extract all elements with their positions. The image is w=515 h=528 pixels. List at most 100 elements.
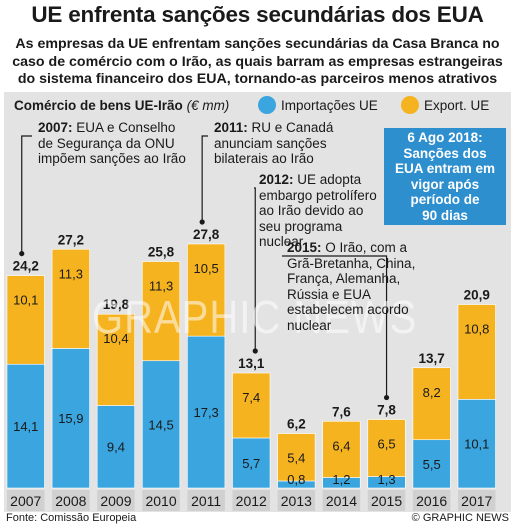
leader-line-2011: [201, 135, 208, 222]
tick-label-2008: 2008: [55, 493, 86, 509]
legend-imports: Importações UE: [258, 96, 378, 114]
tick-label-2015: 2015: [371, 493, 402, 509]
tick-label-2010: 2010: [145, 493, 176, 509]
label-imports-2016: 5,5: [423, 457, 441, 472]
bar-imports-2016: [412, 439, 451, 489]
note-2012-year: 2012:: [259, 172, 294, 187]
note-2015-text: O Irão, com a Grã-Bretanha, China, Franç…: [287, 240, 416, 333]
label-total-2009: 19,8: [103, 297, 130, 312]
label-total-2014: 7,6: [332, 404, 351, 419]
note-2007-year: 2007:: [38, 120, 73, 135]
bar-exports-2011: [187, 243, 226, 337]
legend-imports-swatch: [258, 96, 276, 114]
leader-line-2012: [254, 187, 256, 352]
leader-line-2007: [21, 135, 32, 254]
year-cell-2017: [458, 490, 496, 511]
note-2007: 2007: EUA e Conselho de Segurança da ONU…: [38, 120, 188, 167]
label-exports-2008: 11,3: [59, 266, 83, 281]
label-exports-2009: 10,4: [103, 331, 128, 346]
label-exports-2010: 11,3: [149, 279, 173, 294]
bar-exports-2015: [367, 419, 406, 477]
tick-label-2011: 2011: [191, 493, 221, 509]
note-2007-text: EUA e Conselho de Segurança da ONU impõe…: [38, 120, 186, 166]
tick-label-2017: 2017: [461, 493, 492, 509]
tick-label-2013: 2013: [281, 493, 312, 509]
label-imports-2008: 15,9: [58, 411, 83, 426]
label-total-2008: 27,2: [58, 232, 84, 247]
note-2011-text: RU e Canadá anunciam sanções bilaterais …: [214, 120, 334, 166]
bar-imports-2009: [96, 405, 135, 489]
bar-exports-2012: [232, 372, 271, 439]
tick-label-2009: 2009: [100, 493, 131, 509]
legend-exports-label: Export. UE: [424, 97, 490, 113]
label-imports-2009: 9,4: [107, 440, 125, 455]
bar-imports-2011: [187, 335, 226, 489]
label-total-2017: 20,9: [464, 288, 490, 303]
note-2012: 2012: UE adopta embargo petrolífero ao I…: [259, 172, 379, 250]
bar-exports-2007: [6, 275, 45, 365]
leader-dot-2007: [19, 250, 25, 257]
label-imports-2017: 10,1: [464, 437, 489, 452]
label-total-2015: 7,8: [377, 403, 396, 418]
tick-label-2007: 2007: [10, 493, 41, 509]
note-2011: 2011: RU e Canadá anunciam sanções bilat…: [214, 120, 359, 167]
label-exports-2017: 10,8: [464, 322, 489, 337]
year-cell-2009: [97, 490, 135, 511]
year-cell-2014: [322, 490, 361, 511]
chart-label: Comércio de bens UE-Irão (€ mm): [14, 98, 229, 113]
label-exports-2011: 10,5: [193, 261, 218, 276]
label-exports-2016: 8,2: [423, 385, 441, 400]
bar-exports-2009: [96, 313, 135, 406]
leader-dot-2015: [383, 394, 390, 401]
label-total-2011: 27,8: [193, 227, 220, 242]
label-exports-2007: 10,1: [13, 293, 38, 308]
legend-exports-swatch: [401, 96, 419, 114]
label-exports-2014: 6,4: [332, 438, 350, 453]
label-exports-2015: 6,5: [378, 437, 396, 452]
label-total-2010: 25,8: [148, 245, 175, 260]
label-total-2016: 13,7: [419, 351, 445, 366]
note-2015-year: 2015:: [287, 240, 322, 255]
label-imports-2010: 14,5: [148, 417, 173, 432]
label-imports-2012: 5,7: [242, 456, 260, 471]
year-cell-2015: [367, 490, 406, 511]
year-cell-2010: [142, 490, 180, 511]
label-exports-2012: 7,4: [242, 390, 260, 405]
bar-imports-2017: [457, 399, 496, 489]
tick-label-2012: 2012: [236, 493, 267, 509]
bar-exports-2016: [412, 367, 451, 441]
label-total-2013: 6,2: [287, 417, 306, 432]
tick-label-2014: 2014: [326, 493, 357, 509]
credit-note: © GRAPHIC NEWS: [411, 512, 509, 524]
label-imports-2015: 1,3: [378, 472, 396, 487]
leader-line-2015: [282, 255, 388, 398]
chart-unit: (€ mm): [186, 98, 230, 113]
label-exports-2013: 5,4: [287, 450, 305, 465]
year-cell-2016: [412, 490, 451, 511]
note-2012-text: UE adopta embargo petrolífero ao Irão de…: [259, 172, 377, 249]
source-note: Fonte: Comissão Europeia: [6, 512, 137, 524]
bar-imports-2012: [232, 437, 271, 489]
bar-imports-2007: [6, 363, 45, 489]
label-total-2007: 24,2: [13, 259, 39, 274]
label-imports-2014: 1,2: [332, 472, 350, 487]
bar-exports-2014: [322, 420, 361, 478]
chart-label-text: Comércio de bens UE-Irão: [14, 98, 183, 113]
leader-dot-2012: [252, 348, 258, 354]
note-2011-year: 2011:: [214, 120, 248, 135]
bar-exports-2008: [51, 248, 90, 349]
legend-exports: Export. UE: [401, 96, 489, 114]
leader-dot-2011: [199, 219, 205, 225]
label-imports-2011: 17,3: [193, 405, 218, 420]
page-subtitle: As empresas da UE enfrentam sanções secu…: [12, 36, 503, 87]
bar-exports-2013: [277, 433, 316, 482]
tick-label-2016: 2016: [416, 493, 447, 509]
bar-imports-2010: [142, 360, 181, 489]
year-cell-2013: [277, 490, 316, 511]
label-imports-2007: 14,1: [13, 419, 38, 434]
year-cell-2012: [232, 490, 270, 511]
label-total-2012: 13,1: [238, 356, 265, 371]
page-title: UE enfrenta sanções secundárias dos EUA: [31, 2, 484, 27]
callout-text: 6 Ago 2018: Sanções dos EUA entram em vi…: [394, 130, 496, 223]
